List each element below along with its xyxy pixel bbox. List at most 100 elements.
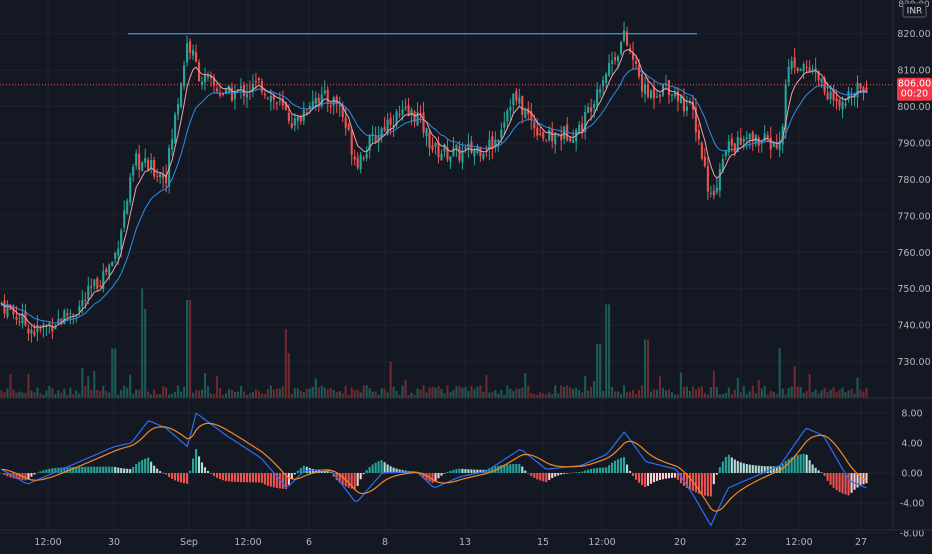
volume-bar xyxy=(284,329,287,398)
candle-body xyxy=(344,117,347,128)
candle-body xyxy=(640,73,644,92)
volume-bar xyxy=(509,388,512,398)
volume-bar xyxy=(503,394,506,398)
candle-body xyxy=(126,200,129,214)
macd-histogram-bar xyxy=(443,473,446,474)
volume-bar xyxy=(829,389,832,398)
macd-histogram-bar xyxy=(72,466,75,473)
candle-body xyxy=(263,93,266,96)
macd-histogram-bar xyxy=(117,467,120,473)
price-tick-label: 810.00 xyxy=(897,66,930,77)
macd-histogram-bar xyxy=(162,472,165,474)
macd-histogram-bar xyxy=(180,473,183,483)
volume-bar xyxy=(90,389,93,398)
volume-bar xyxy=(667,389,671,398)
volume-bar xyxy=(102,385,105,398)
candle-body xyxy=(284,101,287,110)
candle-body xyxy=(673,92,676,97)
candle-body xyxy=(530,111,533,120)
macd-histogram-bar xyxy=(545,473,548,483)
volume-bar xyxy=(593,381,596,398)
macd-histogram-bar xyxy=(197,456,201,473)
candle-body xyxy=(766,135,769,139)
macd-histogram-bar xyxy=(536,473,539,480)
macd-histogram-bar xyxy=(212,473,216,477)
macd-histogram-bar xyxy=(141,460,144,473)
volume-bar xyxy=(410,392,413,398)
candle-body xyxy=(108,264,111,276)
volume-bar xyxy=(799,386,802,398)
candle-body xyxy=(623,30,626,41)
candle-body xyxy=(177,103,180,115)
macd-histogram-bar xyxy=(93,466,96,473)
price-tick-label: 790.00 xyxy=(897,138,930,149)
candle-body xyxy=(479,147,482,157)
volume-bar xyxy=(859,389,862,398)
volume-bar xyxy=(682,387,685,398)
volume-bar xyxy=(661,388,665,398)
macd-histogram-bar xyxy=(224,473,228,482)
volume-bar xyxy=(649,391,653,398)
macd-histogram-bar xyxy=(362,473,365,475)
candle-body xyxy=(470,141,473,153)
candle-body xyxy=(745,137,748,140)
macd-histogram-bar xyxy=(470,469,473,473)
volume-bar xyxy=(551,393,554,398)
candle-body xyxy=(590,107,593,112)
volume-bar xyxy=(572,389,575,398)
volume-bar xyxy=(248,392,251,398)
volume-bar xyxy=(24,392,27,398)
candle-body xyxy=(278,101,281,103)
macd-histogram-bar xyxy=(709,473,712,497)
volume-bar xyxy=(688,390,691,398)
macd-histogram-bar xyxy=(527,473,530,474)
volume-bar xyxy=(506,385,509,398)
macd-histogram-bar xyxy=(775,466,778,473)
macd-histogram-bar xyxy=(195,449,198,473)
macd-histogram-bar xyxy=(763,466,766,473)
macd-histogram-bar xyxy=(24,473,27,481)
volume-bar xyxy=(458,386,461,398)
volume-bar xyxy=(197,390,201,398)
candle-body xyxy=(721,159,724,171)
macd-histogram-bar xyxy=(326,471,329,473)
candle-body xyxy=(536,127,539,136)
volume-bar xyxy=(640,385,644,398)
candle-body xyxy=(12,306,15,315)
macd-histogram-bar xyxy=(539,473,542,481)
macd-histogram-bar xyxy=(257,473,260,483)
candle-body xyxy=(593,104,596,108)
candle-body xyxy=(135,153,138,166)
macd-histogram-bar xyxy=(799,454,802,473)
volume-bar xyxy=(748,391,751,398)
volume-bar xyxy=(467,390,470,398)
macd-histogram-bar xyxy=(221,473,225,481)
time-tick-label: 12:00 xyxy=(234,537,261,548)
volume-bar xyxy=(329,387,332,398)
macd-axis[interactable]: -8.00 -4.00 0.00 4.00 8.00 xyxy=(900,409,925,540)
candle-body xyxy=(461,150,464,163)
macd-histogram-bar xyxy=(395,468,398,473)
time-tick-label: 13 xyxy=(459,537,471,548)
candle-body xyxy=(356,157,359,168)
candle-body xyxy=(634,61,638,65)
time-axis[interactable]: 12:00 30 Sep 12:00 6 8 13 15 12:00 20 22 12:00 27 xyxy=(0,529,932,548)
candle-body xyxy=(389,117,392,125)
macd-histogram-bar xyxy=(96,466,99,473)
candle-body xyxy=(365,153,368,159)
volume-bar xyxy=(206,385,210,398)
volume-bar xyxy=(596,344,599,398)
candle-body xyxy=(377,135,380,142)
candle-body xyxy=(180,83,183,107)
currency-badge[interactable]: INR xyxy=(902,2,927,18)
price-tick-label: 730.00 xyxy=(897,357,930,368)
candle-body xyxy=(497,139,500,142)
candle-body xyxy=(784,84,787,129)
macd-histogram-bar xyxy=(518,463,521,473)
volume-bar xyxy=(626,392,629,398)
volume-bar xyxy=(177,385,180,398)
volume-bar xyxy=(290,393,293,398)
volume-bar xyxy=(769,390,772,398)
candle-body xyxy=(111,261,114,266)
